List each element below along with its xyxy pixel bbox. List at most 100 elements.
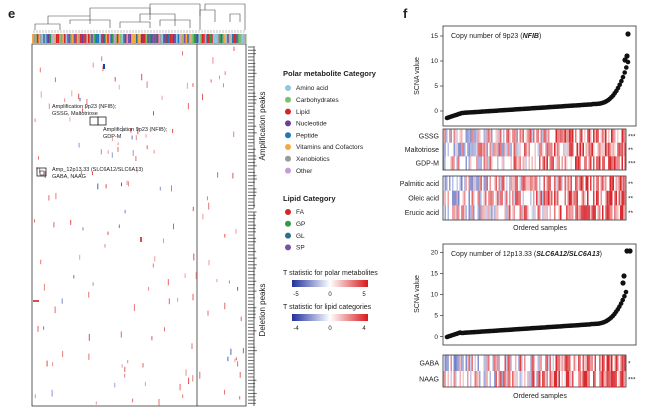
significance-mark: **: [628, 147, 634, 154]
heatmap-strip-cell: [614, 156, 616, 170]
heatmap-strip-cell: [488, 205, 490, 220]
color-bar-cell: [70, 34, 73, 43]
heatmap-strip-cell: [455, 371, 457, 387]
heatmap-strip-cell: [588, 129, 590, 143]
heatmap-strip-cell: [537, 190, 539, 206]
color-bar-cell: [214, 34, 217, 43]
heatmap-strip-cell: [596, 156, 598, 170]
heatmap-strip-cell: [564, 371, 566, 387]
heatmap-cell: [70, 220, 72, 225]
heatmap-strip-cell: [542, 371, 544, 387]
color-bar-cell: [38, 34, 41, 43]
color-bar-cell: [190, 34, 193, 43]
heatmap-strip-cell: [611, 355, 613, 371]
heatmap-strip-cell: [476, 129, 478, 143]
heatmap-strip-cell: [447, 371, 449, 387]
color-bar-cell: [222, 34, 225, 43]
heatmap-strip-cell: [443, 142, 445, 157]
heatmap-cell: [127, 360, 129, 364]
heatmap-strip-cell: [470, 371, 472, 387]
heatmap-strip-cell: [555, 371, 557, 387]
color-bar-cell: [102, 34, 105, 43]
heatmap-cell: [154, 256, 156, 262]
heatmap-strip-cell: [489, 129, 491, 143]
heatmap-strip-cell: [512, 129, 514, 143]
heatmap-strip-cell: [611, 142, 613, 157]
tstat-polar-title: T statistic for polar metabolites: [283, 270, 378, 277]
color-bar-cell: [192, 34, 194, 43]
heatmap-strip-cell: [575, 129, 577, 143]
heatmap-cell: [43, 283, 45, 291]
heatmap-strip-cell: [557, 176, 559, 191]
heatmap-strip-cell: [531, 129, 533, 143]
heatmap-cell: [39, 168, 41, 173]
heatmap-strip-cell: [609, 142, 611, 157]
heatmap-strip-cell: [569, 142, 571, 157]
heatmap-strip-cell: [564, 190, 566, 206]
scatter-point: [621, 273, 627, 279]
dendrogram-branch: [204, 3, 246, 30]
scatter-point: [622, 57, 628, 63]
heatmap-strip-cell: [444, 205, 446, 220]
color-bar-cell: [233, 34, 236, 43]
heatmap-cell: [102, 66, 104, 72]
heatmap-strip-cell: [587, 355, 589, 371]
color-bar-cell: [209, 34, 212, 43]
color-bar-cell: [244, 34, 247, 43]
color-bar-cell: [116, 34, 119, 43]
top-scatter-plot: Copy number of 9p23 (NFIB) SCNA value 15…: [414, 25, 637, 127]
heatmap-strip-cell: [503, 176, 505, 191]
heatmap-cell: [88, 291, 90, 298]
heatmap-strip-cell: [600, 190, 602, 206]
heatmap-cell: [145, 134, 147, 138]
heatmap-strip-cell: [480, 190, 482, 206]
heatmap-strip-cell: [558, 142, 560, 157]
heatmap-strip-cell: [624, 142, 626, 157]
heatmap-strip-cell: [459, 176, 461, 191]
heatmap-strip-cell: [512, 190, 514, 206]
heatmap-strip-cell: [587, 371, 589, 387]
heatmap-cell: [84, 105, 86, 109]
heatmap-strip-cell: [512, 176, 514, 191]
heatmap-strip-cell: [597, 129, 599, 143]
heatmap-cell: [137, 127, 139, 135]
heatmap-strip-cell: [582, 190, 584, 206]
scatter-point: [622, 70, 627, 75]
heatmap-strip-cell: [588, 142, 590, 157]
heatmap-strip-cell: [524, 371, 526, 387]
heatmap-strip-cell: [477, 156, 479, 170]
heatmap-strip-cell: [480, 205, 482, 220]
heatmap-strip-cell: [597, 156, 599, 170]
heatmap-strip-cell: [522, 190, 524, 206]
heatmap-cell: [153, 149, 155, 154]
heatmap-strip-cell: [525, 176, 527, 191]
heatmap-cell: [234, 358, 236, 363]
color-bar-cell: [206, 34, 209, 43]
color-bar-cell: [94, 34, 97, 43]
heatmap-strip-cell: [566, 129, 568, 143]
lipid-category-legend: FA GP GL SP: [285, 209, 305, 252]
heatmap-strip-cell: [578, 205, 580, 220]
heatmap-strip-cell: [579, 176, 581, 191]
heatmap-strip-cell: [552, 156, 554, 170]
heatmap-strip-cell: [503, 371, 505, 387]
y-tick-label: 15: [431, 271, 439, 278]
heatmap-strip-cell: [591, 142, 593, 157]
color-bar-cell: [243, 34, 245, 43]
heatmap-strip-cell: [581, 129, 583, 143]
color-bar-cell: [238, 34, 241, 43]
heatmap-strip-cell: [603, 355, 605, 371]
heatmap-strip-cell: [488, 129, 490, 143]
polar-category-legend: Amino acid Carbohydrates Lipid Nucleotide Pe…: [285, 85, 364, 175]
heatmap-strip-cell: [576, 156, 578, 170]
heatmap-cell: [202, 213, 204, 220]
heatmap-strip-cell: [489, 190, 491, 206]
heatmap-strip-cell: [497, 142, 499, 157]
strip-row-label: GSSG: [419, 133, 439, 140]
heatmap-cell: [78, 93, 80, 100]
heatmap-strip-cell: [483, 156, 485, 170]
heatmap-strip-cell: [582, 142, 584, 157]
heatmap-strip-cell: [594, 371, 596, 387]
heatmap-cell: [130, 127, 132, 133]
heatmap-strip-cell: [569, 205, 571, 220]
